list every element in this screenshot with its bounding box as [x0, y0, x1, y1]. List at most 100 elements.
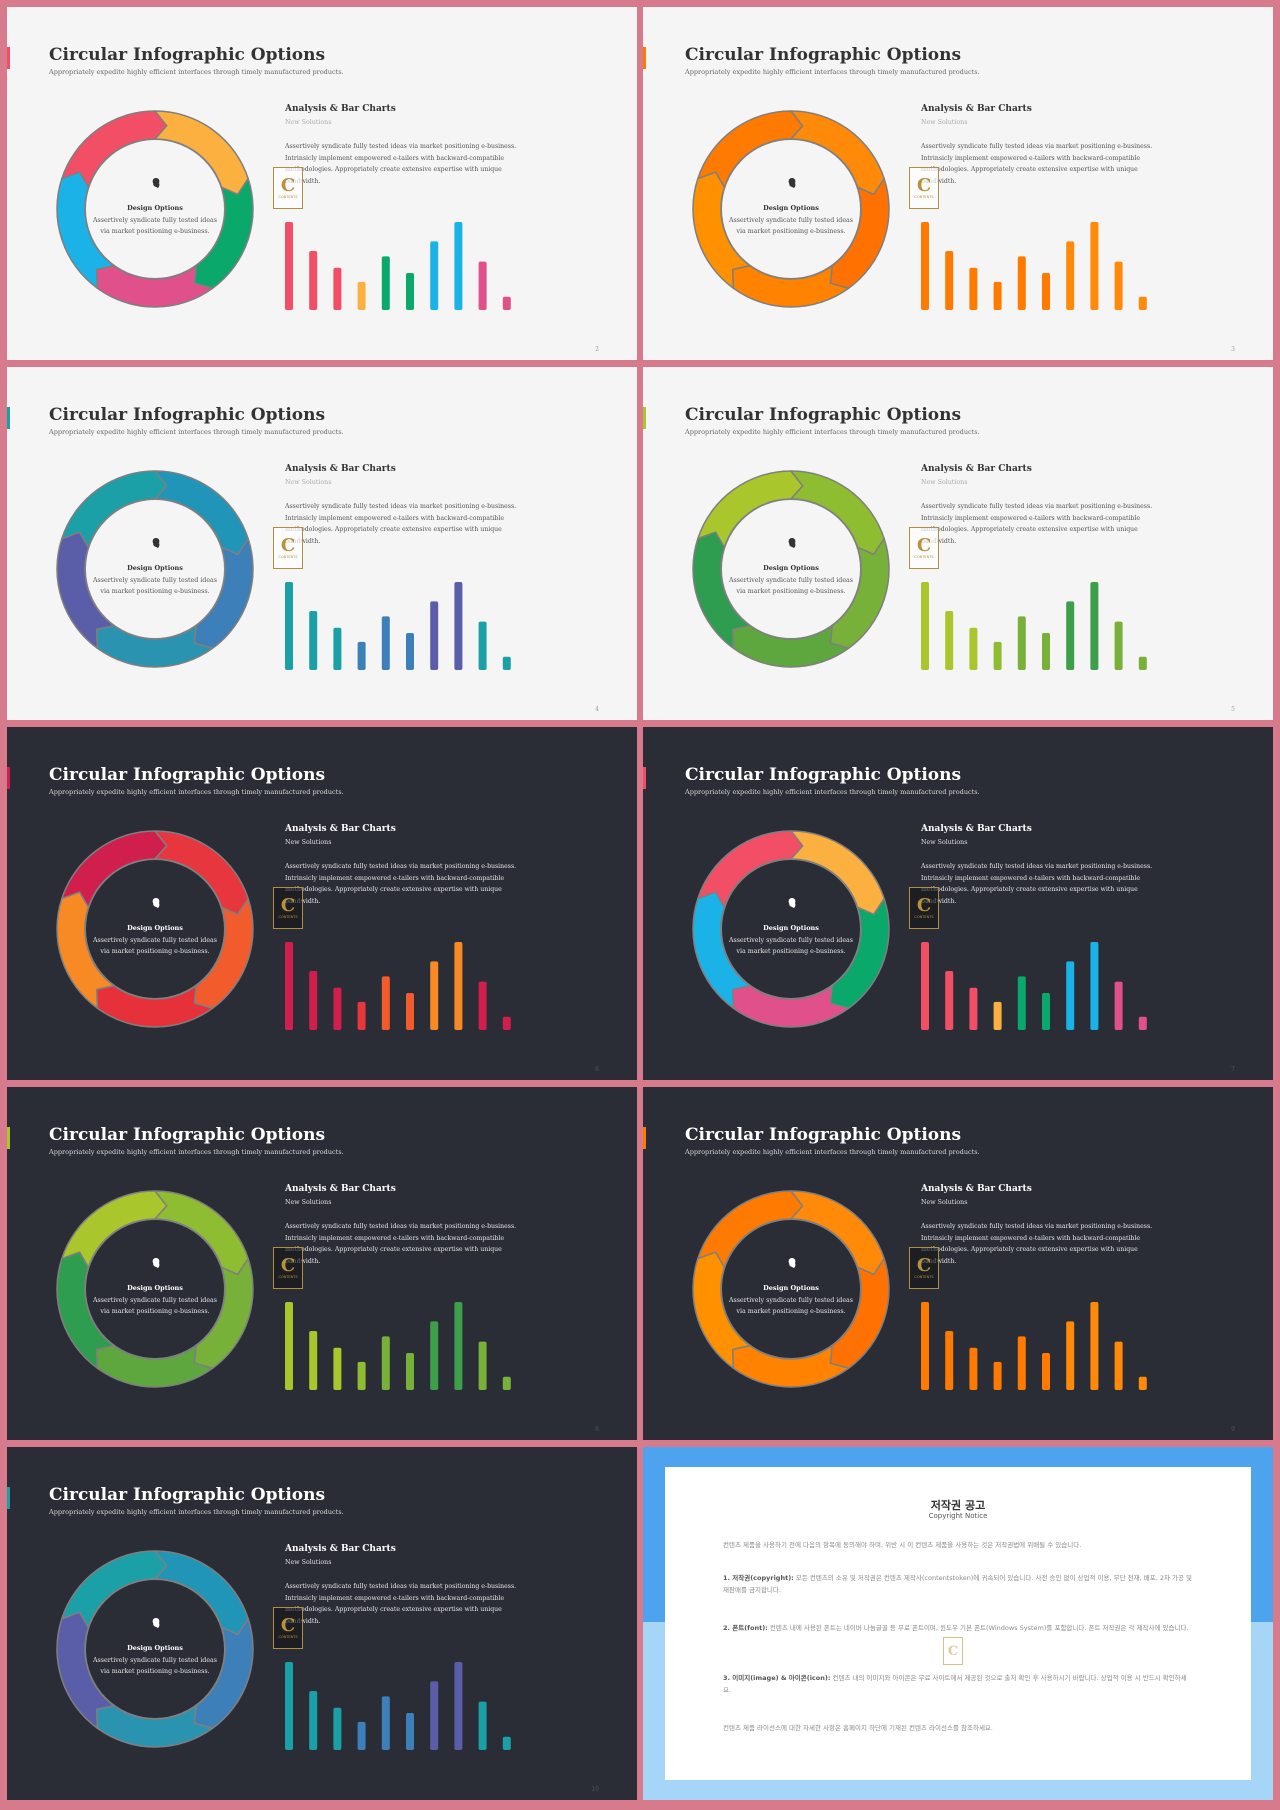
- bar: [969, 627, 978, 670]
- copyright-item-image-icon: 3. 이미지(image) & 아이콘(icon): 컨텐츠 내의 이미지와 아…: [723, 1672, 1193, 1696]
- bar: [381, 1336, 390, 1390]
- ring-arrow-segment: [154, 470, 249, 556]
- contents-watermark-logo: C CONTENTS: [273, 887, 303, 929]
- logo-letter: C: [280, 1254, 296, 1276]
- section-title: Analysis & Bar Charts: [921, 824, 1032, 834]
- bar: [406, 273, 414, 310]
- design-options-icon: [788, 898, 796, 908]
- bar: [993, 281, 1002, 310]
- copyright-notice-slide[interactable]: 저작권 공고 Copyright Notice 컨텐츠 제품을 사용하기 전에 다음…: [643, 1447, 1273, 1800]
- ring-center-text: Assertively syndicate fully tested ideas…: [92, 937, 218, 955]
- bar: [969, 1347, 978, 1390]
- ring-center-text: Assertively syndicate fully tested ideas…: [728, 937, 854, 955]
- bar: [381, 976, 390, 1030]
- bar: [1114, 621, 1123, 670]
- slide-thumbnail[interactable]: Circular Infographic Options Appropriatel…: [7, 367, 637, 720]
- bar: [1042, 273, 1050, 310]
- bar: [430, 1681, 439, 1750]
- bar-chart: [285, 582, 511, 670]
- slide-title: Circular Infographic Options: [49, 1485, 326, 1505]
- copyright-title: 저작권 공고: [930, 1499, 986, 1512]
- bar: [1090, 942, 1099, 1030]
- section-title: Analysis & Bar Charts: [285, 824, 396, 834]
- bar: [945, 251, 954, 310]
- contents-watermark-logo: C CONTENTS: [909, 887, 939, 929]
- bar: [1042, 633, 1050, 670]
- design-options-icon: [152, 898, 160, 908]
- bar: [502, 1736, 511, 1750]
- bar: [1042, 1353, 1050, 1390]
- ring-arrow-segment: [731, 984, 850, 1028]
- slide-subtitle: Appropriately expedite highly efficient …: [685, 428, 980, 436]
- section-subtitle: New Solutions: [285, 479, 332, 486]
- slide-title: Circular Infographic Options: [685, 1125, 962, 1145]
- bar: [1017, 616, 1026, 670]
- bar: [502, 656, 511, 670]
- circular-infographic-ring: [692, 110, 890, 308]
- circular-infographic-ring: [692, 1190, 890, 1388]
- bar: [309, 1331, 318, 1390]
- bar: [993, 641, 1002, 670]
- slide-thumbnail[interactable]: Circular Infographic Options Appropriatel…: [7, 727, 637, 1080]
- ring-arrow-segment: [692, 531, 751, 650]
- slide-thumbnail[interactable]: Circular Infographic Options Appropriatel…: [7, 7, 637, 360]
- slide-thumbnail[interactable]: Circular Infographic Options Appropriatel…: [7, 1087, 637, 1440]
- design-options-icon: [152, 1258, 160, 1268]
- slide-accent-bar: [7, 407, 10, 429]
- circular-infographic-ring: [56, 830, 254, 1028]
- slide-subtitle: Appropriately expedite highly efficient …: [49, 788, 344, 796]
- bar: [357, 1721, 366, 1750]
- bar: [502, 296, 511, 310]
- copyright-outro: 컨텐츠 제품 라이선스에 대한 자세한 사항은 홈페이지 하단에 기재된 컨텐츠…: [723, 1724, 993, 1732]
- copyright-item-copyright-text: 모든 컨텐츠의 소유 및 저작권은 컨텐츠 제작사(contentstoken)…: [723, 1574, 1193, 1594]
- slide-accent-bar: [7, 1127, 10, 1149]
- slide-thumbnail[interactable]: Circular Infographic Options Appropriatel…: [7, 1447, 637, 1800]
- bar: [502, 1376, 511, 1390]
- slide-accent-bar: [643, 1127, 646, 1149]
- bar: [406, 1713, 414, 1750]
- copyright-intro: 컨텐츠 제품을 사용하기 전에 다음의 항목에 동의해야 하며, 위반 시 이 …: [723, 1541, 1082, 1549]
- ring-arrow-segment: [731, 624, 850, 668]
- copyright-item-image-icon-label: 3. 이미지(image) & 아이콘(icon):: [723, 1674, 831, 1682]
- circular-infographic-ring: [56, 110, 254, 308]
- ring-center-title: Design Options: [127, 204, 183, 212]
- ring-center-title: Design Options: [127, 924, 183, 932]
- bar: [945, 611, 954, 670]
- circular-infographic-ring: [56, 470, 254, 668]
- bar: [1114, 261, 1123, 310]
- ring-center-text: Assertively syndicate fully tested ideas…: [728, 1297, 854, 1315]
- bar: [1090, 1302, 1099, 1390]
- contents-watermark-logo: C CONTENTS: [273, 1607, 303, 1649]
- ring-arrow-segment: [56, 1611, 115, 1730]
- logo-letter: C: [916, 534, 932, 556]
- section-subtitle: New Solutions: [921, 1199, 968, 1206]
- bar: [285, 1662, 293, 1750]
- bar: [333, 1707, 342, 1750]
- section-title: Analysis & Bar Charts: [285, 104, 396, 114]
- bar: [478, 261, 487, 310]
- section-subtitle: New Solutions: [285, 839, 332, 846]
- copyright-item-font-text: 컨텐츠 내에 사용된 폰트는 네이버 나눔글꼴 등 무료 폰트이며, 윈도우 기…: [769, 1624, 1189, 1632]
- slide-thumbnail[interactable]: Circular Infographic Options Appropriatel…: [643, 7, 1273, 360]
- ring-center-text: Assertively syndicate fully tested ideas…: [92, 1657, 218, 1675]
- logo-word: CONTENTS: [914, 554, 934, 559]
- ring-arrow-segment: [56, 1251, 115, 1370]
- slide-thumbnail[interactable]: Circular Infographic Options Appropriatel…: [643, 1087, 1273, 1440]
- slide-thumbnail[interactable]: Circular Infographic Options Appropriatel…: [643, 727, 1273, 1080]
- slide-subtitle: Appropriately expedite highly efficient …: [49, 68, 344, 76]
- slide-thumbnail[interactable]: Circular Infographic Options Appropriatel…: [643, 367, 1273, 720]
- bar: [1114, 1341, 1123, 1390]
- slide-accent-bar: [7, 767, 10, 789]
- slide-subtitle: Appropriately expedite highly efficient …: [685, 1148, 980, 1156]
- logo-letter: C: [280, 174, 296, 196]
- ring-arrow-segment: [154, 110, 249, 196]
- bar: [1090, 222, 1099, 310]
- logo-word: CONTENTS: [278, 554, 298, 559]
- ring-arrow-segment: [95, 1704, 214, 1748]
- logo-word: CONTENTS: [278, 194, 298, 199]
- bar: [921, 1302, 929, 1390]
- bar: [993, 1001, 1002, 1030]
- contents-watermark-logo: C CONTENTS: [273, 1247, 303, 1289]
- bar-chart: [285, 1662, 511, 1750]
- slide-accent-bar: [643, 767, 646, 789]
